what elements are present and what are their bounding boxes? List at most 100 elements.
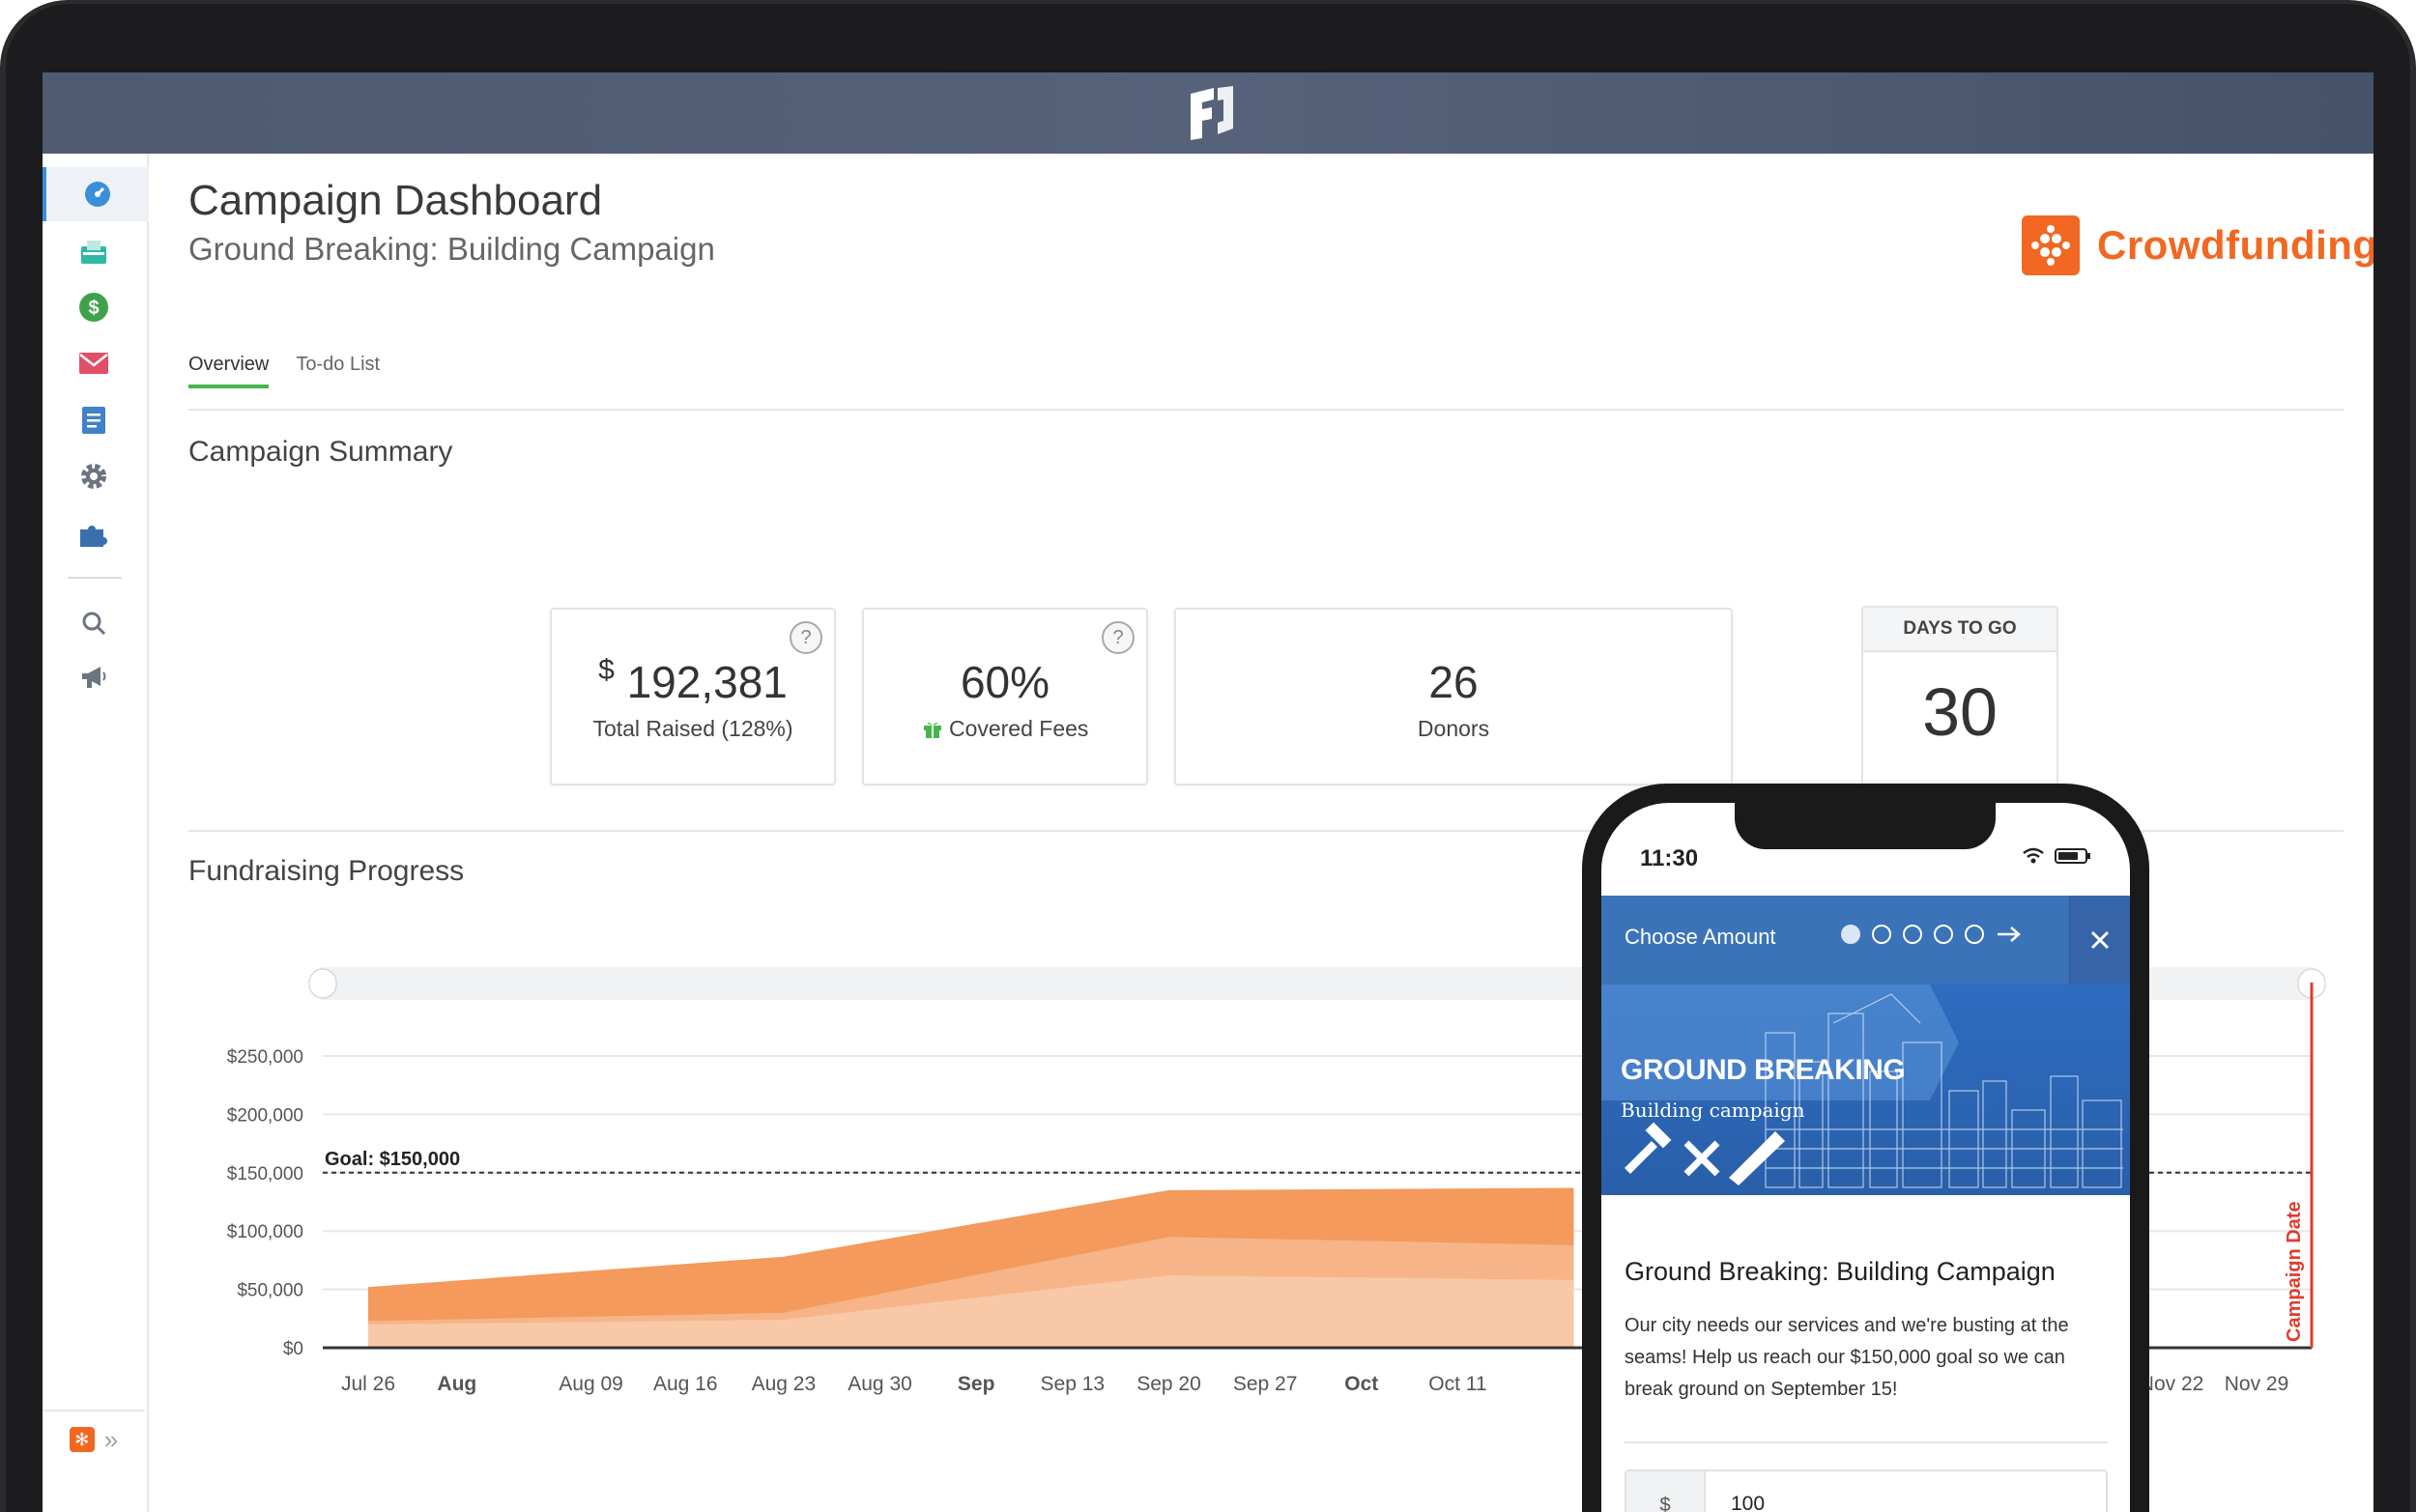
sidebar-item-donations[interactable]: $ xyxy=(43,280,145,334)
brand-name: Crowdfunding xyxy=(2097,222,2373,268)
summary-divider xyxy=(188,830,2344,832)
y-tick-label: $100,000 xyxy=(227,1222,303,1242)
expand-sidebar-icon[interactable]: » xyxy=(103,1424,119,1454)
donors-value: 26 xyxy=(1428,657,1479,707)
sidebar-item-announcements[interactable] xyxy=(43,650,145,704)
area-series-3 xyxy=(368,1275,1574,1348)
help-icon[interactable]: ? xyxy=(1102,621,1135,654)
x-tick-label: Aug 16 xyxy=(653,1373,718,1395)
document-icon xyxy=(82,407,105,434)
sidebar-item-dashboard[interactable] xyxy=(43,167,149,221)
campaign-banner: GROUND BREAKING Building campaign xyxy=(1601,984,2130,1195)
megaphone-icon xyxy=(82,667,106,688)
total-raised-amount: 192,381 xyxy=(626,657,788,707)
crowdfunding-brand: Crowdfunding xyxy=(2022,215,2373,275)
sidebar: $ ✻ » xyxy=(43,154,149,1512)
search-icon xyxy=(82,612,106,636)
puzzle-icon xyxy=(80,526,107,547)
sidebar-item-inbox[interactable] xyxy=(43,224,145,278)
envelope-icon xyxy=(79,353,108,374)
total-raised-value: $ 192,381 xyxy=(552,654,834,708)
x-tick-label: Oct 11 xyxy=(1428,1373,1486,1395)
sidebar-item-integrations[interactable] xyxy=(43,507,145,561)
x-tick-label: Nov 29 xyxy=(2225,1373,2289,1395)
y-tick-label: $150,000 xyxy=(227,1164,303,1184)
sidebar-item-settings[interactable] xyxy=(43,449,145,503)
sidebar-item-email[interactable] xyxy=(43,336,145,390)
banner-title: GROUND BREAKING xyxy=(1621,1054,1906,1086)
crowdfunding-logo-icon xyxy=(2022,215,2080,275)
phone-donation-header: Choose Amount xyxy=(1601,896,2130,984)
page-title: Campaign Dashboard xyxy=(188,177,603,224)
x-tick-label: Sep 20 xyxy=(1136,1373,1201,1395)
phone-status-icons xyxy=(2022,847,2091,865)
x-tick-label: Oct xyxy=(1344,1373,1378,1395)
blueprint-skyline-illustration xyxy=(1601,984,2123,1188)
page-subtitle: Ground Breaking: Building Campaign xyxy=(188,231,715,267)
x-tick-label: Aug 09 xyxy=(559,1373,623,1395)
wifi-icon xyxy=(2023,847,2044,864)
tab-overview[interactable]: Overview xyxy=(188,354,270,388)
crowdfunding-mini-icon[interactable]: ✻ xyxy=(69,1427,95,1452)
covered-fees-value: 60% xyxy=(960,657,1050,707)
sidebar-footer: ✻ » xyxy=(43,1410,145,1468)
phone-campaign-name: Ground Breaking: Building Campaign xyxy=(1625,1257,2056,1286)
choose-amount-title: Choose Amount xyxy=(1625,925,1776,949)
y-tick-label: $250,000 xyxy=(227,1047,303,1068)
speedometer-icon xyxy=(85,182,110,207)
campaign-date-label: Campaign Date xyxy=(2284,1201,2305,1342)
days-to-go-label: DAYS TO GO xyxy=(1863,608,2056,652)
arrow-right-icon[interactable] xyxy=(1996,925,2023,944)
phone-time: 11:30 xyxy=(1640,845,1699,871)
tab-bar: Overview To-do List xyxy=(188,354,380,388)
tab-todo-list[interactable]: To-do List xyxy=(296,354,381,375)
fundraising-f-logo-icon[interactable] xyxy=(1185,86,1239,142)
amount-value: 100 xyxy=(1731,1493,1766,1512)
x-tick-label: Sep 13 xyxy=(1041,1373,1106,1395)
x-tick-label: Aug 23 xyxy=(752,1373,817,1395)
y-tick-label: $0 xyxy=(283,1339,303,1359)
phone-notch xyxy=(1735,803,1996,849)
covered-fees-card: ? 60% Covered Fees xyxy=(862,608,1148,785)
app-screen: $ ✻ » Campaign Dashboard Ground Breaking… xyxy=(43,72,2373,1512)
x-tick-label: Sep xyxy=(958,1373,995,1395)
sidebar-item-search[interactable] xyxy=(43,596,145,650)
range-handle-left[interactable] xyxy=(308,968,337,999)
phone-mockup: 11:30 Choose Amount xyxy=(1582,784,2149,1512)
svg-text:$: $ xyxy=(88,298,99,319)
phone-divider xyxy=(1625,1441,2108,1443)
battery-icon xyxy=(2055,848,2090,864)
covered-fees-label: Covered Fees xyxy=(948,716,1089,741)
donors-card: 26 Donors xyxy=(1174,608,1733,785)
x-tick-label: Nov 22 xyxy=(2140,1373,2204,1395)
y-tick-label: $50,000 xyxy=(237,1281,303,1301)
covered-fees-label-row: Covered Fees xyxy=(864,716,1146,742)
banner-subtitle: Building campaign xyxy=(1621,1098,1805,1122)
campaign-summary-title: Campaign Summary xyxy=(188,436,453,468)
help-icon[interactable]: ? xyxy=(790,621,822,654)
fundraising-progress-title: Fundraising Progress xyxy=(188,855,465,887)
donors-label: Donors xyxy=(1417,716,1490,741)
close-button[interactable] xyxy=(2069,896,2130,984)
gear-icon xyxy=(81,464,106,489)
phone-campaign-description: Our city needs our services and we're bu… xyxy=(1625,1315,2069,1400)
total-raised-label: Total Raised (128%) xyxy=(592,716,793,741)
x-tick-label: Jul 26 xyxy=(341,1373,395,1395)
step-dot xyxy=(1934,925,1953,944)
donation-amount-input[interactable]: $ 100 xyxy=(1625,1469,2108,1512)
days-to-go-card: DAYS TO GO 30 xyxy=(1861,606,2058,785)
gift-icon xyxy=(923,722,941,738)
x-tick-label: Sep 27 xyxy=(1233,1373,1298,1395)
y-tick-label: $200,000 xyxy=(227,1105,303,1126)
x-tick-label: Aug 30 xyxy=(848,1373,912,1395)
sidebar-item-pages[interactable] xyxy=(43,393,145,447)
step-dot xyxy=(1965,925,1984,944)
top-bar xyxy=(43,72,2373,154)
x-tick-label: Aug xyxy=(437,1373,476,1395)
amount-currency: $ xyxy=(1626,1471,1706,1512)
dollar-icon: $ xyxy=(79,293,108,322)
step-indicator xyxy=(1841,925,2023,944)
days-to-go-value: 30 xyxy=(1922,674,1998,750)
close-icon xyxy=(2090,930,2110,950)
goal-label: Goal: $150,000 xyxy=(325,1149,460,1170)
